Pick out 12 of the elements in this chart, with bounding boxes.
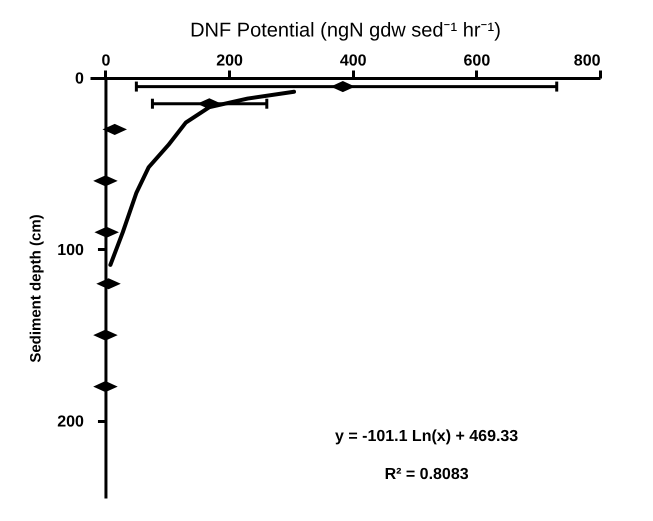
- y-axis-title: Sediment depth (cm): [27, 214, 44, 363]
- y-tick-label: 0: [75, 70, 84, 88]
- x-axis-title: DNF Potential (ngN gdw sed⁻¹ hr⁻¹): [190, 20, 501, 42]
- x-tick-label: 0: [102, 52, 110, 70]
- x-tick-label: 600: [464, 52, 490, 70]
- annotation: y = -101.1 Ln(x) + 469.33: [334, 428, 518, 445]
- x-tick-label: 400: [340, 52, 367, 70]
- y-tick-label: 100: [57, 242, 84, 259]
- x-tick-label: 800: [574, 52, 601, 70]
- x-tick-label: 200: [216, 52, 244, 70]
- annotation: R² = 0.8083: [384, 466, 469, 483]
- y-tick-label: 200: [57, 413, 84, 430]
